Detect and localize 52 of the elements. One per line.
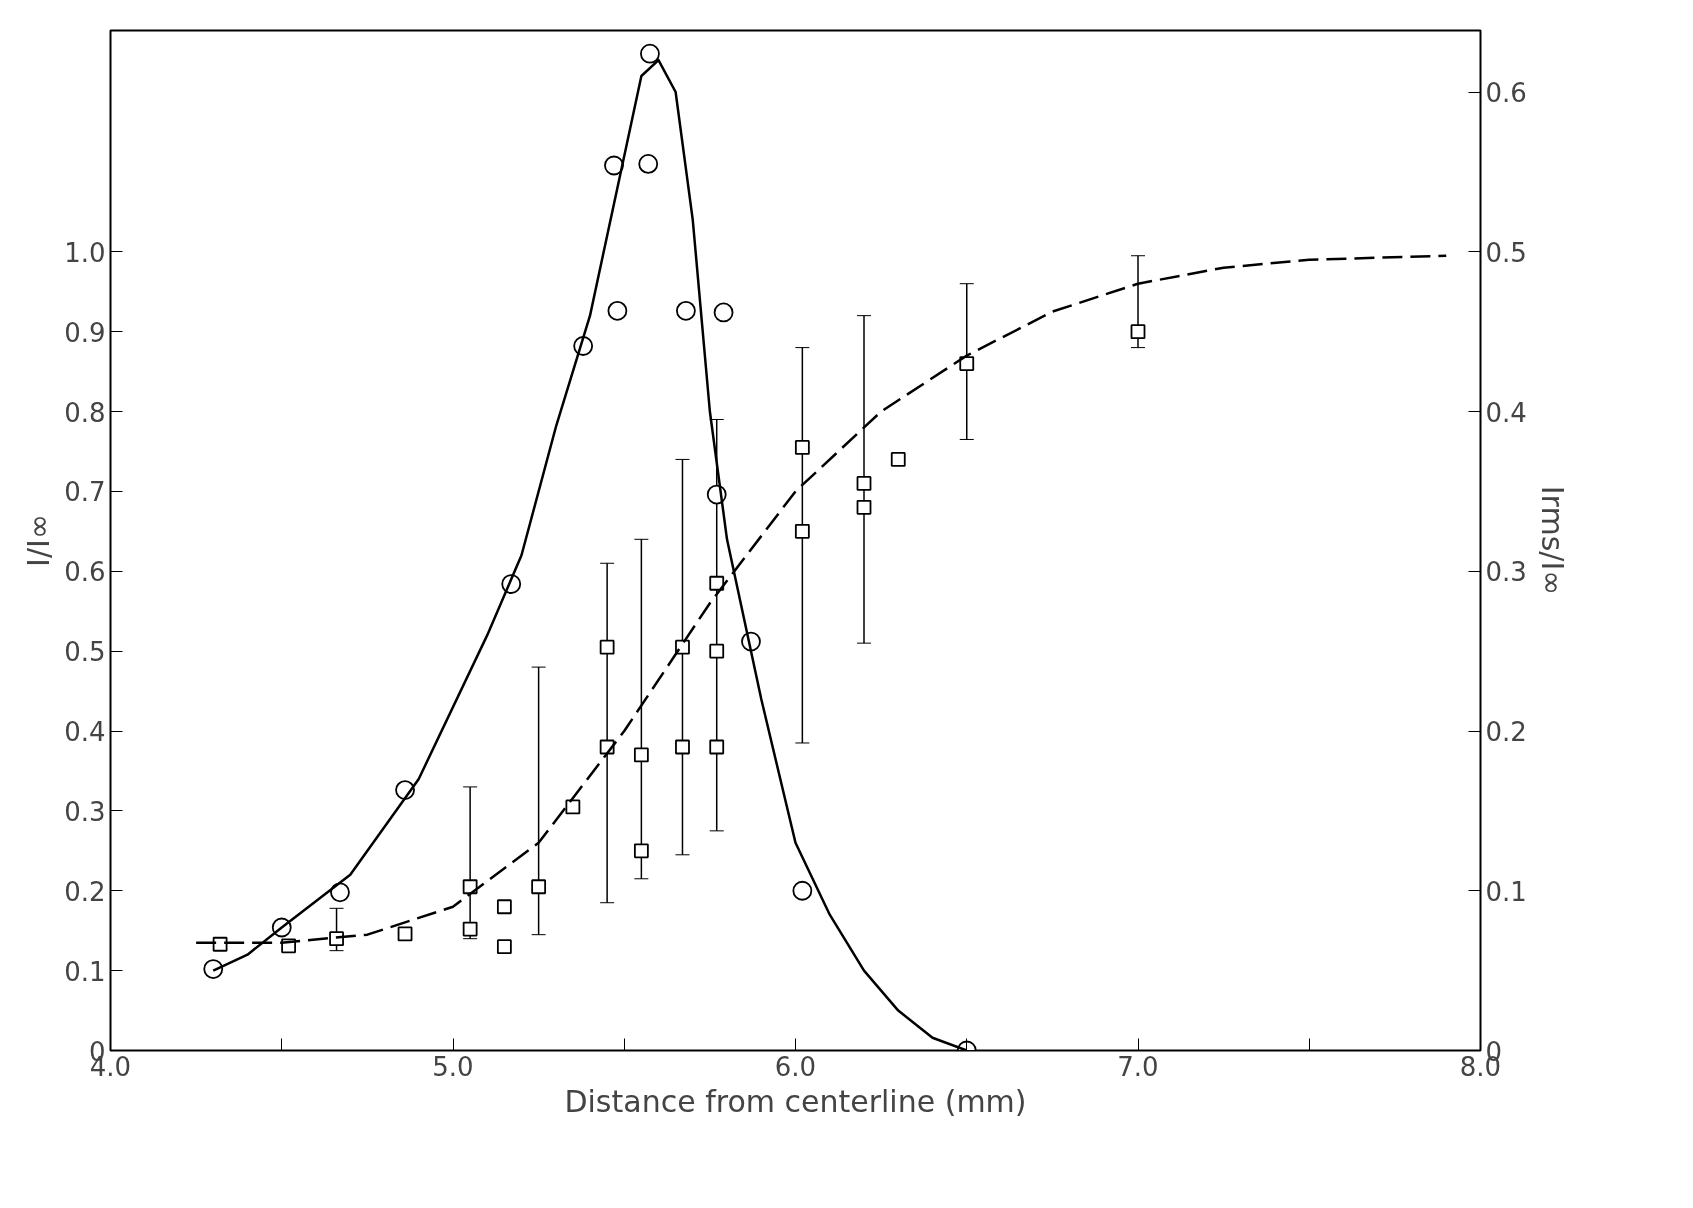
y-tick-label: 0.2 <box>64 876 106 907</box>
point <box>604 155 624 176</box>
y2-tick-label: 0.1 <box>1485 876 1527 907</box>
point <box>713 302 734 323</box>
y-tick-label: 0.7 <box>64 477 106 508</box>
point <box>531 879 547 895</box>
point <box>640 43 660 64</box>
y-tick-label: 1.0 <box>64 237 106 268</box>
y2-tick-label: 0.2 <box>1485 717 1527 747</box>
y2-axis-title: Irms/I∞ <box>1534 485 1570 596</box>
point <box>633 747 649 763</box>
y2-tick-label: 0.5 <box>1485 237 1527 268</box>
point <box>1130 324 1146 340</box>
point <box>709 643 725 659</box>
y-tick-label: 0.4 <box>64 717 106 747</box>
y-tick-label: 0.8 <box>64 397 106 428</box>
point <box>496 899 512 915</box>
x-axis-title: Distance from centerline (mm) <box>564 1083 1027 1119</box>
point <box>599 639 615 655</box>
point <box>959 356 975 371</box>
point <box>856 499 872 515</box>
point <box>203 959 224 979</box>
point <box>638 154 659 174</box>
point <box>330 882 350 903</box>
point <box>890 452 906 467</box>
point <box>709 739 725 755</box>
y2-tick-label: 0.3 <box>1485 557 1527 588</box>
point <box>565 799 581 815</box>
point <box>792 880 813 901</box>
point <box>794 523 810 539</box>
x-tick-label: 6.0 <box>774 1051 817 1082</box>
y2-tick-label: 0.4 <box>1485 397 1527 428</box>
y2-tick-label: 0.6 <box>1485 78 1527 108</box>
point <box>607 300 628 321</box>
point <box>709 575 725 591</box>
point <box>856 475 872 491</box>
x-tick-label: 7.0 <box>1117 1051 1159 1082</box>
point <box>496 939 512 955</box>
point <box>397 926 413 942</box>
y-tick-label: 0.3 <box>64 796 106 827</box>
point <box>462 921 478 937</box>
y-tick-label: 0.1 <box>64 956 106 987</box>
x-tick-label: 5.0 <box>432 1051 474 1082</box>
y-tick-label: 0.6 <box>64 557 106 588</box>
y-tick-label: 0.9 <box>64 317 106 348</box>
point <box>212 936 228 952</box>
point <box>675 739 690 755</box>
point <box>794 440 810 455</box>
y-axis-title: I/I∞ <box>21 514 57 567</box>
y-tick-label: 0.5 <box>64 637 106 668</box>
point <box>633 843 649 859</box>
point <box>676 300 696 321</box>
